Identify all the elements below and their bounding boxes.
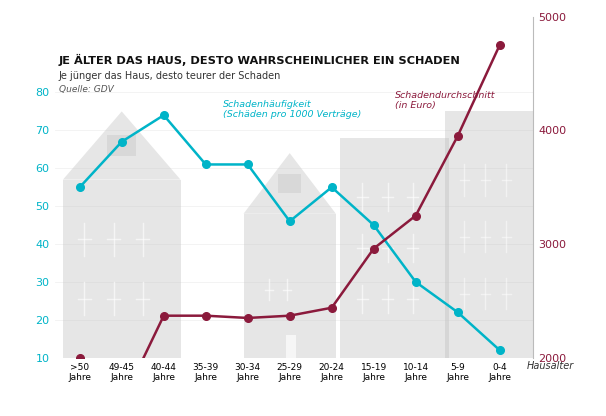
- Text: Schadendurchschnitt
(in Euro): Schadendurchschnitt (in Euro): [395, 91, 495, 110]
- Bar: [63, 180, 181, 358]
- Text: Quelle: GDV: Quelle: GDV: [59, 85, 113, 94]
- Polygon shape: [63, 111, 181, 180]
- Bar: [285, 335, 296, 358]
- Text: Schadenhäufigkeit
(Schäden pro 1000 Verträge): Schadenhäufigkeit (Schäden pro 1000 Vert…: [222, 100, 361, 119]
- Bar: [244, 214, 336, 358]
- Bar: [278, 174, 301, 193]
- Polygon shape: [244, 153, 336, 214]
- Bar: [340, 138, 449, 358]
- Bar: [445, 111, 538, 358]
- Text: Je jünger das Haus, desto teurer der Schaden: Je jünger das Haus, desto teurer der Sch…: [59, 71, 281, 81]
- Bar: [107, 135, 136, 156]
- Text: Hausalter: Hausalter: [527, 361, 574, 371]
- Text: JE ÄLTER DAS HAUS, DESTO WAHRSCHEINLICHER EIN SCHADEN: JE ÄLTER DAS HAUS, DESTO WAHRSCHEINLICHE…: [59, 54, 461, 66]
